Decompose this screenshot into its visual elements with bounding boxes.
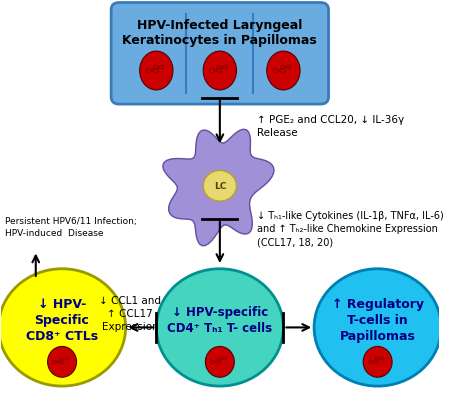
Text: ↓ HPV-specific
CD4⁺ Tₕ₁ T- cells: ↓ HPV-specific CD4⁺ Tₕ₁ T- cells: [167, 305, 273, 334]
Ellipse shape: [47, 347, 76, 377]
Circle shape: [0, 269, 126, 386]
Circle shape: [203, 171, 237, 202]
Ellipse shape: [267, 52, 300, 91]
Text: Persistent HPV6/11 Infection;
HPV-induced  Disease: Persistent HPV6/11 Infection; HPV-induce…: [5, 216, 137, 237]
Text: ↑ Regulatory
T-cells in
Papillomas: ↑ Regulatory T-cells in Papillomas: [332, 297, 424, 342]
Text: ↓ CCL1 and
↑ CCL17
Expression: ↓ CCL1 and ↑ CCL17 Expression: [99, 295, 161, 332]
Text: ↑ PGE₂ and CCL20, ↓ IL-36γ
Release: ↑ PGE₂ and CCL20, ↓ IL-36γ Release: [257, 114, 404, 137]
Ellipse shape: [203, 52, 237, 91]
Circle shape: [314, 269, 441, 386]
Ellipse shape: [140, 52, 173, 91]
Text: ↓ HPV-
Specific
CD8⁺ CTLs: ↓ HPV- Specific CD8⁺ CTLs: [26, 297, 98, 342]
Text: LC: LC: [214, 182, 226, 191]
Polygon shape: [163, 130, 274, 246]
Text: HPV-Infected Laryngeal
Keratinocytes in Papillomas: HPV-Infected Laryngeal Keratinocytes in …: [122, 19, 317, 47]
Text: ↓ Tₕ₁-like Cytokines (IL-1β, TNFα, IL-6)
and ↑ Tₕ₂-like Chemokine Expression
(CC: ↓ Tₕ₁-like Cytokines (IL-1β, TNFα, IL-6)…: [257, 211, 444, 247]
Circle shape: [156, 269, 283, 386]
Ellipse shape: [363, 347, 392, 377]
Ellipse shape: [205, 347, 234, 377]
FancyBboxPatch shape: [111, 4, 328, 105]
